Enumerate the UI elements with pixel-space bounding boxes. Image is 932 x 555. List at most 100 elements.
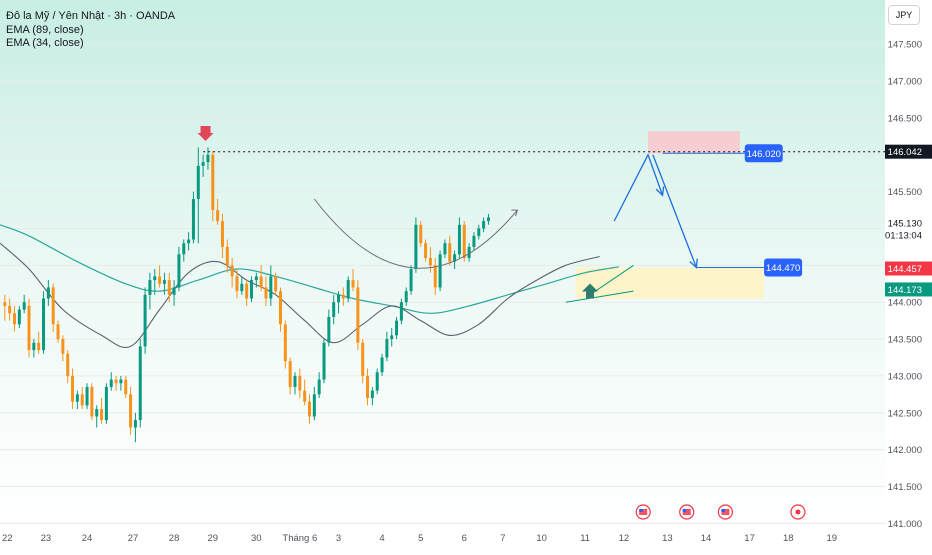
chart-legend: Đô la Mỹ / Yên Nhật · 3h · OANDA EMA (89… bbox=[6, 10, 175, 51]
candle bbox=[42, 291, 46, 354]
candle-body bbox=[390, 335, 394, 340]
candle-body bbox=[61, 339, 65, 354]
candle-body bbox=[308, 401, 312, 417]
candle bbox=[308, 394, 312, 424]
candle bbox=[254, 272, 258, 288]
candle bbox=[8, 298, 12, 321]
candle bbox=[46, 280, 50, 306]
candle bbox=[61, 335, 65, 362]
candle bbox=[332, 294, 336, 325]
price-tick-label: 144.000 bbox=[888, 298, 922, 309]
target-high-label-text: 146.020 bbox=[747, 149, 781, 160]
candle-body bbox=[27, 305, 31, 351]
candle bbox=[85, 383, 89, 410]
candle-body bbox=[385, 339, 389, 358]
candle bbox=[385, 331, 389, 362]
candle-body bbox=[153, 276, 157, 281]
candle bbox=[395, 316, 399, 340]
candle-body bbox=[191, 199, 195, 240]
candle bbox=[293, 372, 297, 395]
candle-body bbox=[22, 302, 26, 310]
current-price-text: 145.130 bbox=[888, 218, 922, 229]
candle-body bbox=[230, 265, 234, 277]
event-dot bbox=[795, 509, 801, 515]
symbol-title[interactable]: Đô la Mỹ / Yên Nhật · 3h · OANDA bbox=[6, 10, 176, 22]
candle-body bbox=[327, 316, 331, 343]
price-tick-label: 141.500 bbox=[888, 482, 922, 493]
ema-89-line bbox=[0, 224, 620, 314]
candle bbox=[303, 379, 307, 406]
candle-body bbox=[293, 375, 297, 387]
candle-body bbox=[3, 302, 7, 306]
candle-body bbox=[404, 291, 408, 303]
economic-event-icon bbox=[679, 504, 695, 520]
candle bbox=[158, 265, 162, 288]
ema-89-label[interactable]: EMA (89, close) bbox=[6, 23, 84, 36]
candle bbox=[235, 269, 239, 299]
chart-background bbox=[0, 0, 885, 527]
candle-body bbox=[56, 324, 60, 340]
sell-arrow-icon bbox=[197, 126, 214, 142]
candle bbox=[399, 298, 403, 325]
date-tick-label: 27 bbox=[128, 533, 139, 544]
candle-body bbox=[32, 342, 36, 351]
target-high-label: 146.020 bbox=[744, 144, 783, 163]
candle bbox=[278, 287, 282, 332]
candle-body bbox=[380, 357, 384, 373]
candle-body bbox=[167, 280, 171, 295]
candle bbox=[298, 368, 302, 399]
price-tick-label: 147.000 bbox=[888, 77, 922, 88]
candle bbox=[211, 151, 215, 222]
price-tick-label: 143.000 bbox=[888, 371, 922, 382]
candle-body bbox=[95, 409, 99, 417]
candle bbox=[428, 246, 432, 273]
candle-body bbox=[17, 309, 21, 325]
target-low-label-text: 144.470 bbox=[766, 263, 800, 274]
ema-34-label[interactable]: EMA (34, close) bbox=[6, 37, 84, 49]
candle bbox=[167, 272, 171, 303]
date-tick-label: 13 bbox=[662, 533, 673, 544]
candle bbox=[283, 320, 287, 369]
candle bbox=[477, 224, 481, 240]
candle-body bbox=[216, 210, 220, 222]
candle bbox=[37, 331, 41, 354]
candle bbox=[13, 305, 17, 332]
candle bbox=[100, 398, 104, 424]
candle bbox=[196, 147, 200, 244]
candle bbox=[448, 235, 452, 266]
candle-body bbox=[206, 154, 210, 163]
target-high-label-bg bbox=[744, 144, 783, 163]
candle bbox=[409, 265, 413, 295]
target-low-label-bg bbox=[764, 258, 803, 277]
flag-icon bbox=[721, 509, 730, 515]
candle bbox=[453, 250, 457, 270]
price-tick-label: 143.500 bbox=[888, 335, 922, 346]
candle-body bbox=[283, 324, 287, 362]
resistance-price-tag-bg bbox=[885, 144, 932, 159]
date-tick-label: Tháng 6 bbox=[282, 533, 317, 544]
candle bbox=[133, 412, 137, 443]
candle bbox=[119, 375, 123, 391]
candle-body bbox=[269, 276, 273, 299]
candle-body bbox=[80, 394, 84, 406]
candle-body bbox=[399, 302, 403, 321]
candle bbox=[264, 276, 268, 306]
projection-path-2 bbox=[652, 154, 697, 268]
date-tick-label: 18 bbox=[783, 533, 794, 544]
candle-body bbox=[419, 224, 423, 244]
currency-button[interactable]: JPY bbox=[888, 5, 920, 25]
price-tick-label: 142.000 bbox=[888, 445, 922, 456]
candle bbox=[361, 339, 365, 384]
candle-body bbox=[486, 217, 490, 222]
candle-body bbox=[148, 280, 152, 295]
candle bbox=[390, 327, 394, 347]
candle bbox=[182, 239, 186, 262]
ema-34-line bbox=[0, 242, 600, 348]
candle bbox=[346, 276, 350, 303]
candle-body bbox=[361, 342, 365, 376]
candle-body bbox=[351, 280, 355, 288]
candle bbox=[27, 298, 31, 358]
